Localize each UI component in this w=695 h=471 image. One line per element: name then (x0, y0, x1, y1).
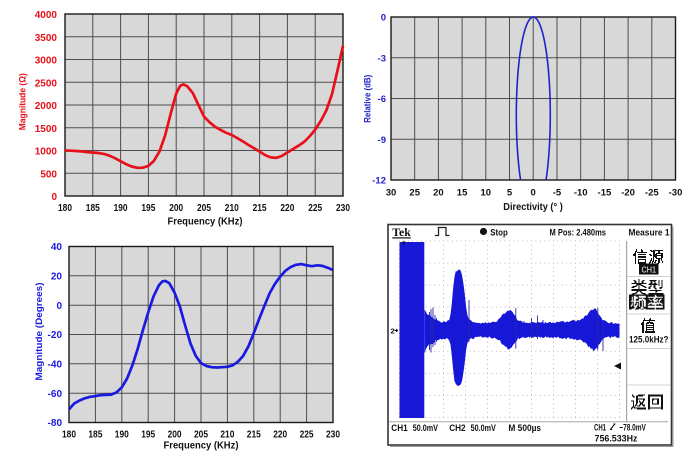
svg-text:M 500µs: M 500µs (508, 423, 541, 433)
svg-text:10: 10 (481, 188, 492, 199)
svg-text:-10: -10 (574, 188, 588, 199)
svg-text:2000: 2000 (35, 101, 58, 112)
svg-text:180: 180 (62, 430, 76, 441)
svg-text:225: 225 (308, 203, 322, 214)
svg-text:40: 40 (51, 242, 63, 253)
svg-text:CH1: CH1 (642, 266, 657, 275)
svg-text:Relative (dB): Relative (dB) (362, 75, 372, 123)
svg-text:185: 185 (88, 430, 102, 441)
svg-text:0: 0 (51, 192, 57, 203)
svg-text:Tek: Tek (392, 227, 411, 239)
svg-text:-60: -60 (48, 389, 63, 400)
svg-text:2: 2 (391, 326, 395, 335)
svg-text:195: 195 (141, 430, 155, 441)
svg-text:0: 0 (381, 13, 386, 24)
svg-text:190: 190 (115, 430, 129, 441)
svg-text:-9: -9 (378, 135, 386, 146)
svg-text:M Pos: 2.480ms: M Pos: 2.480ms (550, 227, 607, 237)
svg-text:20: 20 (51, 271, 63, 282)
svg-text:-20: -20 (48, 330, 63, 341)
svg-text:Measure 1: Measure 1 (629, 227, 670, 237)
svg-text:200: 200 (168, 430, 182, 441)
svg-text:-25: -25 (645, 188, 659, 199)
svg-text:-5: -5 (553, 188, 562, 199)
svg-text:210: 210 (220, 430, 234, 441)
svg-text:CH2: CH2 (449, 423, 465, 433)
svg-text:200: 200 (169, 203, 183, 214)
svg-text:-30: -30 (669, 188, 683, 199)
svg-text:500: 500 (40, 169, 57, 180)
svg-text:−78.0mV: −78.0mV (619, 423, 646, 433)
svg-text:230: 230 (326, 430, 340, 441)
svg-text:756.533Hz: 756.533Hz (595, 434, 638, 444)
svg-text:2500: 2500 (35, 79, 58, 90)
svg-text:190: 190 (114, 203, 128, 214)
svg-text:3000: 3000 (35, 56, 58, 67)
svg-text:-3: -3 (378, 53, 386, 64)
svg-text:215: 215 (253, 203, 267, 214)
svg-text:Directivity (° ): Directivity (° ) (503, 202, 563, 213)
svg-text:Magnitude (Degrees): Magnitude (Degrees) (34, 283, 44, 381)
svg-text:195: 195 (141, 203, 155, 214)
svg-text:220: 220 (280, 203, 294, 214)
svg-text:-15: -15 (598, 188, 612, 199)
svg-text:0: 0 (531, 188, 536, 199)
svg-text:50.0mV: 50.0mV (413, 423, 438, 433)
svg-text:220: 220 (273, 430, 287, 441)
svg-text:125.0kHz?: 125.0kHz? (629, 335, 669, 345)
svg-text:CH1: CH1 (594, 423, 606, 433)
svg-text:0: 0 (56, 301, 62, 312)
svg-text:Frequency (KHz): Frequency (KHz) (168, 216, 243, 228)
svg-text:20: 20 (433, 188, 444, 199)
svg-text:15: 15 (457, 188, 468, 199)
svg-text:225: 225 (300, 430, 314, 441)
svg-text:CH1: CH1 (391, 423, 407, 433)
svg-text:3500: 3500 (35, 33, 58, 44)
svg-text:1000: 1000 (35, 147, 58, 158)
svg-text:-80: -80 (48, 418, 63, 429)
svg-text:50.0mV: 50.0mV (471, 423, 496, 433)
svg-text:30: 30 (386, 188, 397, 199)
svg-text:4000: 4000 (35, 10, 58, 21)
svg-text:-20: -20 (621, 188, 635, 199)
svg-text:5: 5 (507, 188, 513, 199)
svg-text:215: 215 (247, 430, 261, 441)
svg-text:Magnitude (Ω): Magnitude (Ω) (18, 73, 28, 130)
svg-text:Frequency (KHz): Frequency (KHz) (164, 440, 239, 452)
svg-text:1500: 1500 (35, 124, 58, 135)
svg-text:230: 230 (336, 203, 350, 214)
svg-text:Stop: Stop (490, 227, 508, 237)
svg-text:210: 210 (225, 203, 239, 214)
svg-text:-6: -6 (378, 94, 386, 105)
svg-text:180: 180 (58, 203, 72, 214)
svg-text:205: 205 (194, 430, 208, 441)
svg-text:-12: -12 (372, 176, 386, 187)
svg-text:-40: -40 (48, 359, 63, 370)
svg-text:205: 205 (197, 203, 211, 214)
svg-text:185: 185 (86, 203, 100, 214)
svg-text:25: 25 (409, 188, 420, 199)
